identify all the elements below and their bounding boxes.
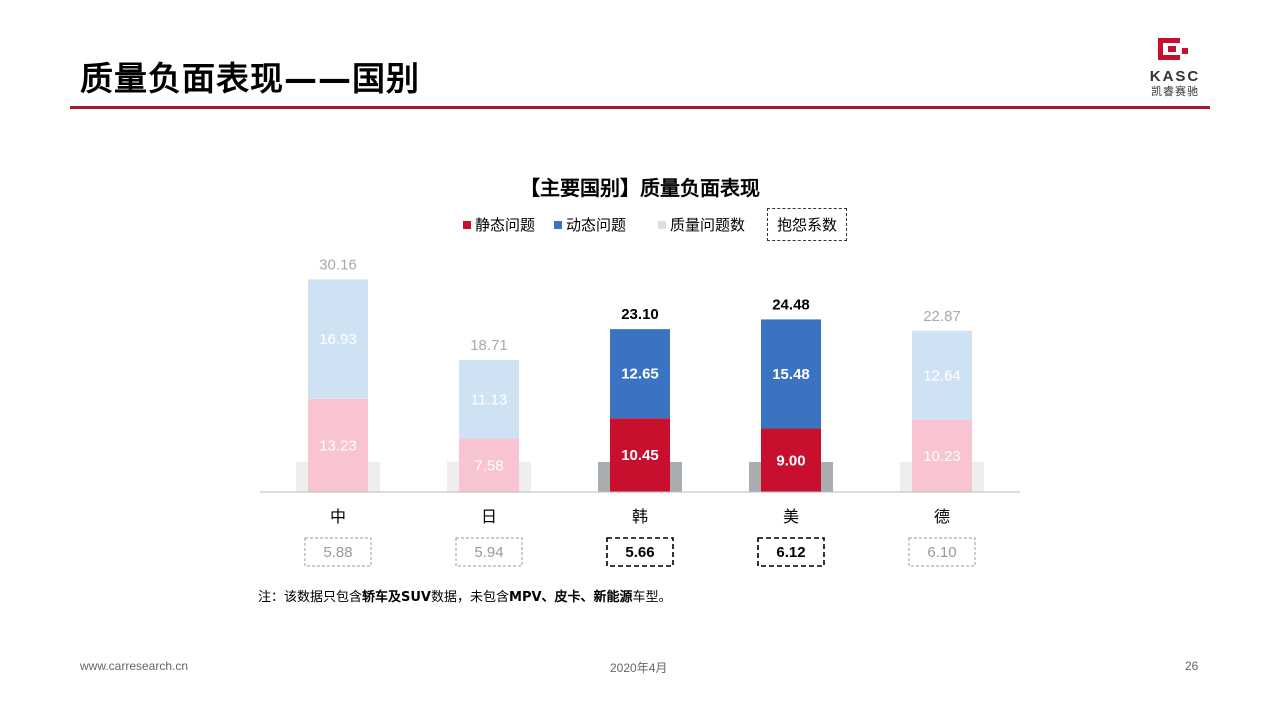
legend-dynamic-label: 动态问题	[566, 216, 627, 234]
complaint-label-1: 5.94	[474, 544, 503, 561]
dynamic-bar-3	[761, 319, 821, 429]
static-label-1: 7.58	[474, 457, 503, 474]
category-label-3: 美	[783, 507, 799, 526]
dynamic-bar-1	[459, 360, 519, 439]
static-label-2: 10.45	[621, 447, 659, 464]
logo-wordmark: KASC	[1149, 68, 1201, 85]
category-label-0: 中	[330, 507, 346, 526]
total-label-1: 18.71	[470, 337, 508, 354]
complaint-box-3	[757, 537, 825, 567]
dynamic-label-0: 16.93	[319, 331, 357, 348]
dynamic-bar-0	[308, 279, 368, 399]
static-bar-3	[761, 428, 821, 492]
company-logo: KASC 凯睿赛驰	[1138, 38, 1212, 98]
category-label-4: 德	[934, 507, 950, 526]
legend-complaint: 抱怨系数	[767, 208, 848, 241]
footnote-suffix: 车型。	[632, 590, 672, 605]
chart-legend: 静态问题 动态问题 质量问题数 抱怨系数	[0, 208, 1280, 242]
static-bar-4	[912, 419, 972, 492]
static-bar-1	[459, 438, 519, 492]
complaint-label-4: 6.10	[927, 544, 956, 561]
legend-count-label: 质量问题数	[670, 216, 746, 234]
footer-date: 2020年4月	[610, 661, 668, 675]
footer-website: www.carresearch.cn	[80, 659, 189, 673]
static-bar-2	[610, 418, 670, 492]
dynamic-label-3: 15.48	[772, 366, 810, 383]
legend-dynamic-swatch	[554, 220, 562, 229]
complaint-box-2	[606, 537, 674, 567]
dynamic-bar-2	[610, 329, 670, 419]
footnote-mid: 数据，未包含	[431, 590, 510, 605]
static-bar-0	[308, 398, 368, 492]
dynamic-label-1: 11.13	[471, 391, 507, 408]
footnote-included: 轿车及SUV	[362, 590, 431, 605]
kasc-logo-icon	[1158, 38, 1188, 60]
static-label-0: 13.23	[319, 437, 357, 454]
legend-static-swatch	[463, 220, 471, 229]
page-title: 质量负面表现——国别	[80, 59, 420, 98]
legend-count: 质量问题数	[658, 214, 745, 235]
chart-title: 【主要国别】质量负面表现	[520, 176, 760, 200]
complaint-label-2: 5.66	[625, 544, 654, 561]
complaint-box-1	[455, 537, 523, 567]
total-label-3: 24.48	[772, 296, 810, 313]
total-label-4: 22.87	[923, 308, 961, 325]
legend-count-swatch	[658, 220, 666, 229]
complaint-box-4	[908, 537, 976, 567]
dynamic-bar-4	[912, 330, 972, 420]
title-divider	[70, 106, 1210, 109]
static-label-4: 10.23	[923, 448, 961, 465]
page-number: 26	[1185, 659, 1199, 673]
category-label-2: 韩	[632, 507, 648, 526]
static-label-3: 9.00	[776, 452, 805, 469]
complaint-label-3: 6.12	[776, 544, 805, 561]
legend-dynamic: 动态问题	[554, 214, 626, 235]
footnote-excluded: MPV、皮卡、新能源	[509, 590, 633, 605]
stacked-bar-chart: 13.23 16.93 30.16 中 5.88 7.58 11.13 18.71 日 5.94 1…	[260, 256, 1020, 567]
complaint-box-0	[304, 537, 372, 567]
legend-static-label: 静态问题	[475, 216, 536, 234]
complaint-label-0: 5.88	[323, 544, 352, 561]
footnote-prefix: 注：该数据只包含	[258, 590, 363, 605]
logo-chinese-name: 凯睿赛驰	[1151, 85, 1199, 98]
dynamic-label-2: 12.65	[621, 366, 659, 383]
footnote: 注：该数据只包含轿车及SUV数据，未包含MPV、皮卡、新能源车型。	[258, 586, 672, 605]
category-label-1: 日	[481, 507, 497, 526]
legend-static: 静态问题	[463, 214, 535, 235]
total-label-2: 23.10	[621, 306, 659, 323]
dynamic-label-4: 12.64	[923, 367, 961, 384]
total-label-0: 30.16	[319, 256, 357, 273]
